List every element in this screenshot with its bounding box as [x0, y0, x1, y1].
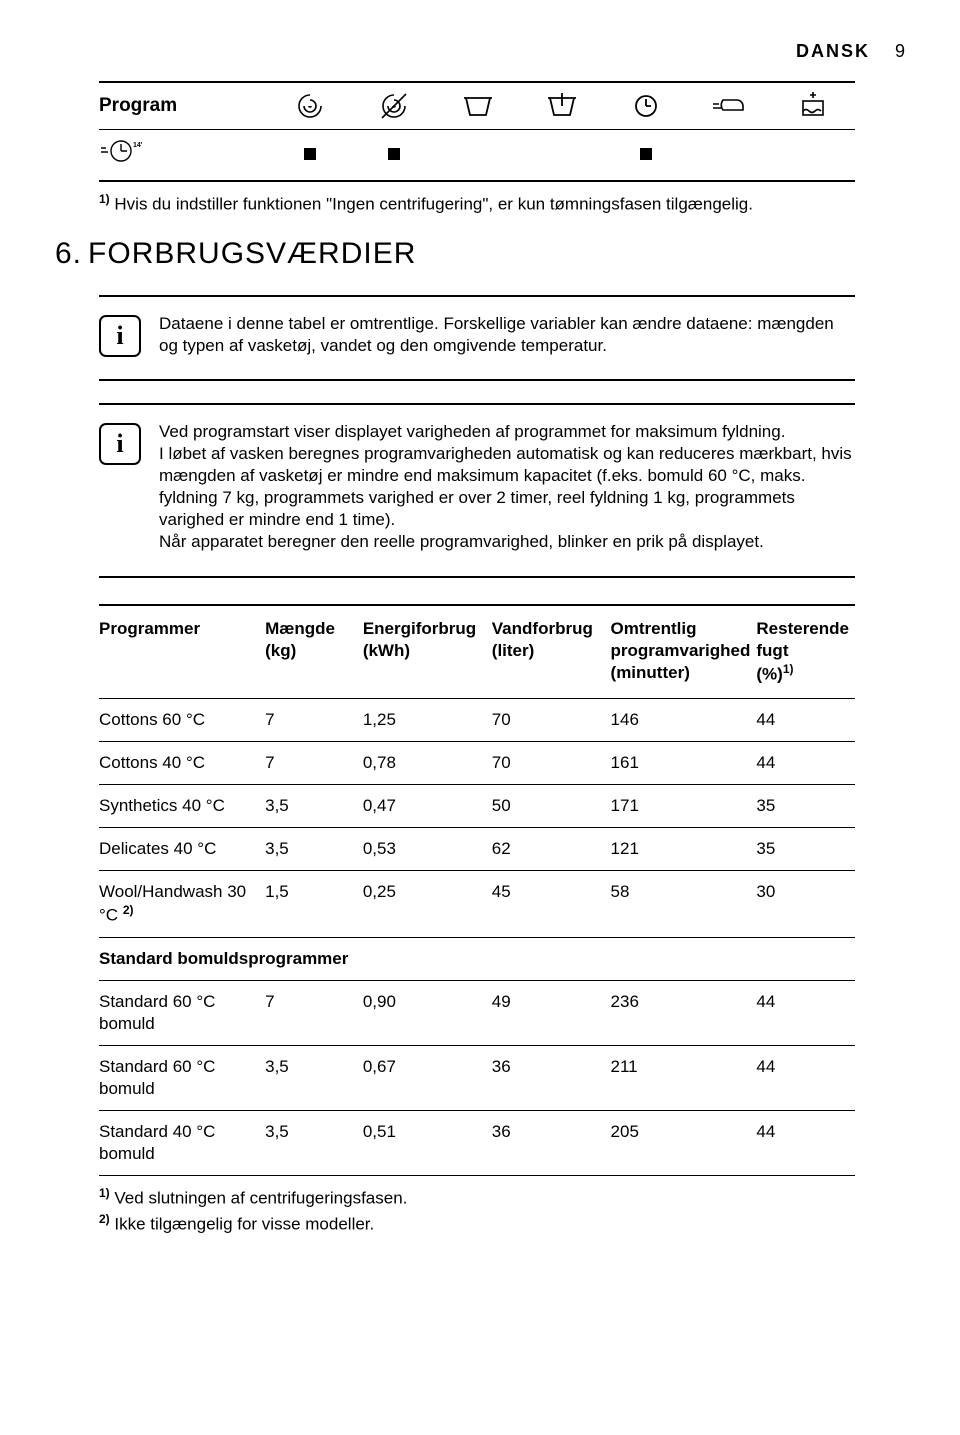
drawer-plus-icon	[771, 91, 855, 121]
program-footnote: 1) Hvis du indstiller funktionen "Ingen …	[99, 182, 855, 234]
basin-icon	[436, 93, 520, 119]
clock-icon	[604, 92, 688, 120]
page-number: 9	[895, 41, 905, 61]
program-option-table: Program	[99, 81, 855, 233]
table-row: Wool/Handwash 30 °C 2) 1,50,25455830	[99, 870, 855, 937]
th-energi: Energiforbrug (kWh)	[363, 608, 492, 698]
info-text-1: Dataene i denne tabel er omtrentlige. Fo…	[159, 313, 855, 357]
info-icon: i	[99, 315, 141, 357]
table-row: Cottons 40 °C70,787016144	[99, 741, 855, 784]
spiral-crossed-icon	[352, 91, 436, 121]
consumption-table: Programmer Mængde (kg) Energiforbrug (kW…	[99, 608, 855, 1177]
program-14-icon: 14'	[99, 138, 269, 172]
th-varighed: Omtrentlig programvarighed (minutter)	[611, 608, 757, 698]
cell-square-1	[269, 144, 353, 166]
th-fugt: Resterende fugt (%)1)	[756, 608, 855, 698]
th-programmer: Programmer	[99, 608, 265, 698]
basin-line-icon	[520, 93, 604, 119]
svg-text:14': 14'	[133, 142, 143, 149]
table-row: Cottons 60 °C71,257014644	[99, 698, 855, 741]
table-row: Standard 60 °C bomuld3,50,673621144	[99, 1046, 855, 1111]
header-language: DANSK	[796, 41, 870, 61]
info-block-1: i Dataene i denne tabel er omtrentlige. …	[99, 297, 855, 379]
table-section-header: Standard bomuldsprogrammer	[99, 937, 855, 980]
cell-square-2	[352, 144, 436, 166]
info-icon: i	[99, 423, 141, 465]
program-column-label: Program	[99, 94, 269, 119]
spiral-icon	[269, 91, 353, 121]
section-6-heading: 6.FORBRUGSVÆRDIER	[55, 234, 905, 273]
iron-steam-icon	[687, 94, 771, 118]
table-row: Standard 40 °C bomuld3,50,513620544	[99, 1111, 855, 1176]
table-footnotes: 1) Ved slutningen af centrifugeringsfase…	[99, 1176, 855, 1236]
th-vand: Vandforbrug (liter)	[492, 608, 611, 698]
th-maengde: Mængde (kg)	[265, 608, 363, 698]
table-row: Synthetics 40 °C3,50,475017135	[99, 784, 855, 827]
info-block-2: i Ved programstart viser displayet varig…	[99, 405, 855, 576]
info-text-2: Ved programstart viser displayet varighe…	[159, 421, 855, 554]
page-header: DANSK 9	[55, 40, 905, 63]
table-row: Delicates 40 °C3,50,536212135	[99, 827, 855, 870]
cell-square-3	[604, 144, 688, 166]
table-row: Standard 60 °C bomuld70,904923644	[99, 980, 855, 1045]
